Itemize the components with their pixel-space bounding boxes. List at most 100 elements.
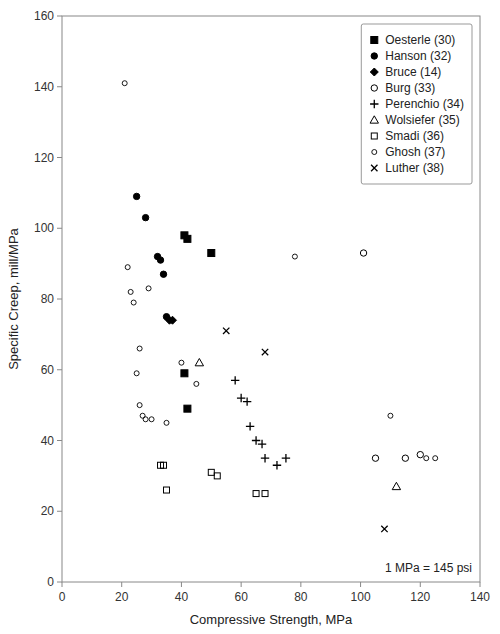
x-axis-label: Compressive Strength, MPa xyxy=(190,612,353,627)
x-tick xyxy=(300,582,301,587)
x-tick-label: 60 xyxy=(234,590,248,604)
legend: Oesterle (30) Hanson (32) Bruce (14) Burg (… xyxy=(361,24,472,184)
y-tick-label: 120 xyxy=(34,151,54,165)
legend-label: Burg (33) xyxy=(385,81,435,95)
y-tick-label: 0 xyxy=(47,575,54,589)
point xyxy=(282,454,290,462)
point xyxy=(146,286,151,291)
annotation: 1 MPa = 145 psi xyxy=(385,561,472,575)
legend-marker xyxy=(372,150,377,155)
x-tick-label: 140 xyxy=(470,590,490,604)
point xyxy=(143,417,148,422)
point xyxy=(179,360,184,365)
x-tick-label: 40 xyxy=(175,590,189,604)
series xyxy=(158,462,269,496)
legend-label: Luther (38) xyxy=(385,161,444,175)
point xyxy=(165,316,173,324)
point xyxy=(381,526,387,532)
legend-marker xyxy=(371,133,377,139)
legend-marker xyxy=(370,116,378,123)
point xyxy=(125,265,130,270)
y-tick xyxy=(57,369,62,370)
point xyxy=(131,300,136,305)
series xyxy=(195,358,400,489)
series xyxy=(223,328,388,533)
series xyxy=(133,193,169,320)
point xyxy=(142,214,148,220)
point xyxy=(246,422,254,430)
point xyxy=(149,417,154,422)
point xyxy=(262,491,268,497)
point xyxy=(417,451,423,457)
legend-marker xyxy=(370,100,378,108)
y-tick-label: 40 xyxy=(41,434,55,448)
point xyxy=(208,250,215,257)
legend-label: Bruce (14) xyxy=(385,65,441,79)
point xyxy=(194,381,199,386)
x-tick xyxy=(420,582,421,587)
point xyxy=(243,397,251,405)
point xyxy=(424,456,429,461)
point xyxy=(262,349,268,355)
y-tick-label: 100 xyxy=(34,221,54,235)
point xyxy=(134,371,139,376)
legend-marker xyxy=(371,53,377,59)
point xyxy=(388,413,393,418)
point xyxy=(195,358,203,365)
x-tick-label: 120 xyxy=(410,590,430,604)
series xyxy=(231,376,290,469)
y-tick xyxy=(57,157,62,158)
y-tick-label: 160 xyxy=(34,9,54,23)
y-tick-label: 80 xyxy=(41,292,55,306)
point xyxy=(253,491,259,497)
point xyxy=(181,370,188,377)
point xyxy=(122,81,127,86)
y-tick-label: 60 xyxy=(41,363,55,377)
series xyxy=(165,316,176,324)
point xyxy=(137,346,142,351)
legend-marker xyxy=(370,68,378,76)
legend-label: Perenchio (34) xyxy=(385,97,464,111)
point xyxy=(433,456,438,461)
y-tick xyxy=(57,86,62,87)
point xyxy=(214,473,220,479)
legend-label: Oesterle (30) xyxy=(385,33,455,47)
x-tick-label: 100 xyxy=(351,590,371,604)
series xyxy=(181,232,215,412)
y-tick xyxy=(57,582,62,583)
point xyxy=(258,440,266,448)
point xyxy=(160,271,166,277)
chart: 020406080100120140020406080100120140160C… xyxy=(0,0,500,634)
legend-marker xyxy=(371,165,377,171)
y-axis-label: Specific Creep, mill/MPa xyxy=(6,227,21,369)
point xyxy=(161,462,167,468)
x-tick xyxy=(241,582,242,587)
legend-marker xyxy=(371,85,377,91)
point xyxy=(164,420,169,425)
point xyxy=(273,461,281,469)
y-tick xyxy=(57,228,62,229)
point xyxy=(231,376,239,384)
x-tick xyxy=(62,582,63,587)
legend-label: Hanson (32) xyxy=(385,49,451,63)
point xyxy=(184,405,191,412)
series xyxy=(360,250,423,462)
legend-marker xyxy=(371,37,378,44)
point xyxy=(360,250,366,256)
x-tick xyxy=(360,582,361,587)
point xyxy=(133,193,139,199)
x-tick-label: 80 xyxy=(294,590,308,604)
y-tick-label: 20 xyxy=(41,504,55,518)
point xyxy=(184,235,191,242)
point xyxy=(164,487,170,493)
point xyxy=(261,454,269,462)
y-tick xyxy=(57,16,62,17)
point xyxy=(392,482,400,489)
point xyxy=(223,328,229,334)
point xyxy=(292,254,297,259)
x-tick-label: 20 xyxy=(115,590,129,604)
legend-items: Oesterle (30) Hanson (32) Bruce (14) Burg (… xyxy=(370,33,464,175)
legend-label: Wolsiefer (35) xyxy=(385,113,459,127)
y-tick xyxy=(57,299,62,300)
x-tick xyxy=(121,582,122,587)
